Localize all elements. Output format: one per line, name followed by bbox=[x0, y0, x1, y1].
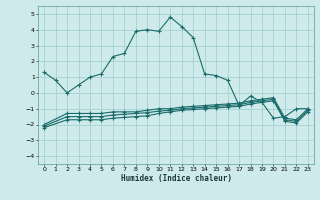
X-axis label: Humidex (Indice chaleur): Humidex (Indice chaleur) bbox=[121, 174, 231, 183]
